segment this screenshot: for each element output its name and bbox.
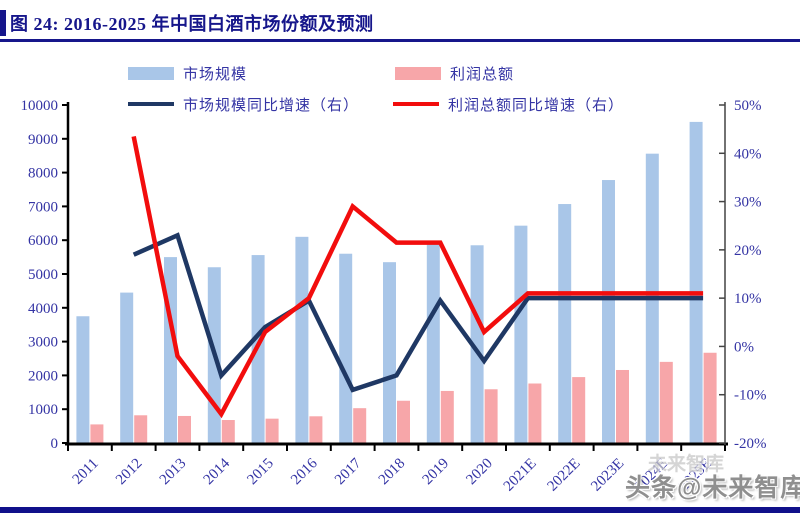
line-profit_growth xyxy=(131,135,704,419)
header-rule xyxy=(0,39,800,42)
bar-profit-2015 xyxy=(265,418,279,443)
x-tick-label-2012: 2012 xyxy=(113,456,146,489)
legend-label-market-size: 市场规模 xyxy=(183,65,248,83)
y-left-tick-label: 1000 xyxy=(28,402,58,418)
bar-profit-2011 xyxy=(90,424,104,443)
bar-market_size-2022E xyxy=(558,204,572,443)
y-left-tick-label: 7000 xyxy=(28,199,58,215)
y-right-tick-label: 40% xyxy=(734,146,762,162)
y-left-tick-label: 10000 xyxy=(21,98,59,114)
watermark-ghost: 未来智库 xyxy=(648,454,725,475)
x-tick-label-2023E: 2023E xyxy=(588,456,627,495)
legend-label-profit: 利润总额 xyxy=(450,65,515,83)
legend-swatch-market-growth xyxy=(128,102,174,106)
legend-label-profit-growth: 利润总额同比增速（右） xyxy=(448,96,625,114)
footer-rule xyxy=(0,507,800,513)
bar-market_size-2025E xyxy=(689,121,703,444)
legend-item-profit-growth: 利润总额同比增速（右） xyxy=(393,95,625,114)
y-left-tick-label: 6000 xyxy=(28,233,58,249)
figure-header: 图 24: 2016-2025 年中国白酒市场份额及预测 xyxy=(0,6,800,38)
y-right-tick-label: -20% xyxy=(734,436,767,452)
bar-profit-2017 xyxy=(353,408,367,443)
bar-market_size-2017 xyxy=(339,253,353,443)
y-right-tick-label: 50% xyxy=(734,98,762,114)
y-right-tick-label: 20% xyxy=(734,243,762,259)
legend-item-market-size: 市场规模 xyxy=(128,64,248,83)
y-left-tick-label: 9000 xyxy=(28,132,58,148)
bar-market_size-2012 xyxy=(120,292,134,443)
bar-profit-2019 xyxy=(440,390,454,443)
bar-market_size-2016 xyxy=(295,236,309,443)
bar-market_size-2020 xyxy=(470,245,484,443)
x-tick-label-2013: 2013 xyxy=(157,456,190,489)
y-left-tick-label: 8000 xyxy=(28,166,58,182)
bar-market_size-2018 xyxy=(383,262,396,443)
x-tick-label-2016: 2016 xyxy=(288,455,321,488)
bar-profit-2020 xyxy=(484,389,498,443)
y-right-tick-label: 10% xyxy=(734,291,762,307)
bar-market_size-2023E xyxy=(602,180,615,443)
bar-profit-2012 xyxy=(134,415,148,443)
legend-label-market-growth: 市场规模同比增速（右） xyxy=(183,96,360,114)
x-tick-label-2020: 2020 xyxy=(463,456,496,489)
y-left-tick-label: 3000 xyxy=(28,335,58,351)
y-left-tick-label: 4000 xyxy=(28,301,58,317)
y-right-tick-label: 0% xyxy=(734,339,754,355)
bar-profit-2013 xyxy=(178,415,191,443)
legend-swatch-profit xyxy=(395,66,441,80)
bar-profit-2016 xyxy=(309,416,323,443)
x-tick-label-2021E: 2021E xyxy=(501,456,540,495)
bar-profit-2022E xyxy=(572,377,586,443)
watermark: 头条@未来智库 xyxy=(625,474,800,502)
legend-swatch-market-size xyxy=(128,66,174,80)
legend-item-market-growth: 市场规模同比增速（右） xyxy=(128,95,360,114)
bar-profit-2021E xyxy=(528,383,542,443)
title-accent-bar xyxy=(0,10,6,36)
bar-profit-2024E xyxy=(659,361,673,443)
y-left-tick-label: 5000 xyxy=(28,267,58,283)
x-tick-label-2022E: 2022E xyxy=(545,456,584,495)
bar-profit-2014 xyxy=(221,420,235,443)
legend-item-profit: 利润总额 xyxy=(395,64,515,83)
x-tick-label-2019: 2019 xyxy=(420,456,453,489)
bar-profit-2025E xyxy=(703,352,717,443)
bar-market_size-2019 xyxy=(426,243,440,443)
x-tick-label-2017: 2017 xyxy=(332,455,365,488)
bar-market_size-2021E xyxy=(514,225,528,443)
x-tick-label-2014: 2014 xyxy=(201,455,234,488)
y-right-tick-label: 30% xyxy=(734,195,762,211)
figure-title: 图 24: 2016-2025 年中国白酒市场份额及预测 xyxy=(10,14,374,34)
bar-profit-2023E xyxy=(616,369,629,443)
legend-swatch-profit-growth xyxy=(393,102,439,106)
y-left-tick-label: 2000 xyxy=(28,368,58,384)
x-tick-label-2015: 2015 xyxy=(244,456,277,489)
x-tick-label-2011: 2011 xyxy=(70,456,102,488)
x-tick-label-2018: 2018 xyxy=(376,456,409,489)
bar-market_size-2011 xyxy=(76,316,90,443)
y-left-tick-label: 0 xyxy=(51,436,59,452)
bar-profit-2018 xyxy=(397,400,410,443)
y-right-tick-label: -10% xyxy=(734,388,767,404)
line-market_growth xyxy=(132,232,704,393)
